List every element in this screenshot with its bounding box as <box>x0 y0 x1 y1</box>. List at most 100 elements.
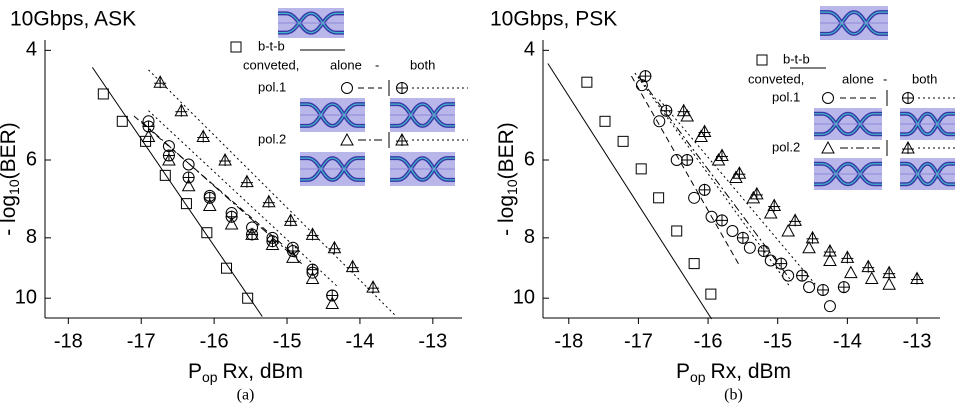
legend-header: both <box>410 57 435 72</box>
y-tick-label: 8 <box>26 226 37 248</box>
triangle <box>866 273 878 284</box>
x-label-sub: op <box>202 369 218 385</box>
marker-circle-plus <box>396 82 408 94</box>
y-label-sub: 10 <box>6 179 22 195</box>
marker-triangle-plus <box>219 154 231 166</box>
legend-header: conveted, <box>748 71 804 86</box>
x-tick-label: -14 <box>345 330 374 352</box>
marker-square <box>98 89 108 99</box>
y-label-rest: (BER) <box>0 122 20 179</box>
eye-diagram <box>278 8 344 38</box>
marker-triangle <box>845 267 857 278</box>
marker-circle <box>804 282 815 293</box>
marker-triangle-plus <box>911 273 923 285</box>
marker-circle-plus <box>902 92 914 104</box>
square <box>654 193 664 203</box>
x-tick-label: -17 <box>127 330 156 352</box>
marker-circle-plus <box>796 270 808 282</box>
marker-square <box>706 289 716 299</box>
square <box>98 89 108 99</box>
marker-triangle-plus <box>789 214 801 226</box>
legend-row-label: pol.1 <box>772 89 800 104</box>
legend-label: b-t-b <box>783 51 810 66</box>
marker-circle-plus <box>699 184 711 196</box>
square <box>672 226 682 236</box>
legend-header: alone <box>842 71 874 86</box>
marker-circle-plus <box>163 149 175 161</box>
marker-triangle-plus <box>807 232 819 244</box>
triangle <box>803 242 815 253</box>
legend-header: both <box>912 71 937 86</box>
marker-circle-plus <box>246 228 258 240</box>
marker-circle <box>727 225 738 236</box>
y-tick-label: 10 <box>15 286 37 308</box>
chart-title: 10Gbps, PSK <box>490 8 617 31</box>
x-tick-label: -18 <box>54 330 83 352</box>
y-label-sub: 10 <box>504 179 520 195</box>
marker-circle <box>654 116 665 127</box>
marker-triangle-plus <box>862 261 874 273</box>
fit-line <box>631 76 740 267</box>
square <box>117 116 127 126</box>
marker-circle-plus <box>716 214 728 226</box>
fit-line <box>92 67 262 316</box>
marker-triangle <box>883 278 895 289</box>
marker-square <box>672 226 682 236</box>
y-tick-label: 6 <box>26 148 37 170</box>
marker-triangle-plus <box>883 267 895 279</box>
marker-circle-plus <box>758 245 770 257</box>
y-label-main: - log <box>495 195 518 236</box>
triangle <box>782 225 794 236</box>
marker-triangle-plus <box>263 196 275 208</box>
marker-triangle-plus <box>396 134 408 146</box>
square <box>706 289 716 299</box>
marker-triangle <box>822 142 834 153</box>
square <box>757 55 767 65</box>
marker-circle-plus <box>838 281 850 293</box>
marker-circle-plus <box>226 211 238 223</box>
eye-diagram <box>900 108 955 140</box>
legend-header: alone <box>330 57 362 72</box>
marker-circle <box>744 242 755 253</box>
marker-triangle <box>866 273 878 284</box>
marker-circle-plus <box>681 154 693 166</box>
legend-marker <box>231 42 241 52</box>
marker-triangle <box>341 134 353 145</box>
marker-triangle-plus <box>367 281 379 293</box>
legend-row-label: pol.1 <box>258 79 286 94</box>
marker-circle-plus <box>204 192 216 204</box>
marker-square <box>654 193 664 203</box>
marker-circle <box>342 83 353 94</box>
eye-diagram <box>390 152 455 186</box>
marker-circle-plus <box>817 284 829 296</box>
x-tick-label: -16 <box>694 330 723 352</box>
marker-circle <box>823 93 834 104</box>
x-label-main: P <box>188 360 202 383</box>
legend-row-label: pol.2 <box>772 139 800 154</box>
x-tick-label: -13 <box>418 330 447 352</box>
eye-diagram <box>390 98 455 132</box>
marker-triangle-plus <box>307 228 319 240</box>
marker-triangle <box>765 207 777 218</box>
figure: 10Gbps, ASK46810-18-17-16-15-14-13PopRx,… <box>0 0 957 406</box>
legend-header: - <box>375 57 379 72</box>
caption: (a) <box>237 387 255 404</box>
marker-triangle <box>803 242 815 253</box>
y-tick-label: 6 <box>524 148 535 170</box>
y-tick-label: 8 <box>524 226 535 248</box>
marker-circle-plus <box>326 289 338 301</box>
marker-circle-plus <box>737 232 749 244</box>
legend-label: b-t-b <box>258 38 285 53</box>
marker-square <box>689 259 699 269</box>
y-label-main: - log <box>0 195 20 236</box>
triangle <box>822 142 834 153</box>
marker-circle <box>689 192 700 203</box>
marker-triangle-plus <box>197 130 209 142</box>
fit-line <box>659 100 815 285</box>
circle <box>804 282 815 293</box>
x-tick-label: -17 <box>624 330 653 352</box>
y-tick-label: 10 <box>513 286 535 308</box>
eye-diagram <box>900 158 955 190</box>
